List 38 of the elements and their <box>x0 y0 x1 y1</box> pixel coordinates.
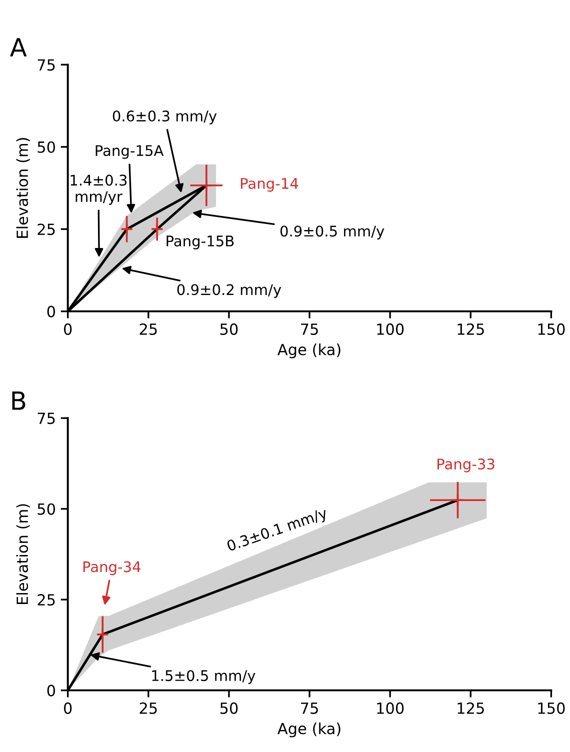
x-tick-label: 25 <box>140 323 157 335</box>
annotation: Pang-33 <box>438 458 494 472</box>
annotation: Pang-15B <box>166 236 234 250</box>
annotation: 1.5±0.5 mm/y <box>152 670 256 684</box>
x-tick-label: 150 <box>538 323 565 335</box>
x-tick-label: 50 <box>220 702 238 714</box>
y-tick-label: 75 <box>38 59 55 71</box>
x-tick-label: 75 <box>301 324 318 335</box>
y-tick-label: 75 <box>38 412 55 424</box>
x-tick-label: 75 <box>301 702 318 714</box>
x-tick-label: 0 <box>64 702 72 714</box>
x-tick-label: 125 <box>458 323 484 335</box>
y-tick-label: 0 <box>47 306 56 318</box>
chart-title: A <box>10 38 27 56</box>
annotation: 0.9±0.5 mm/y <box>280 226 384 240</box>
y-axis-title: Elevation (m) <box>16 504 30 604</box>
annotation: 0.6±0.3 mm/y <box>112 110 217 124</box>
x-tick-label: 100 <box>377 323 404 335</box>
x-tick-label: 150 <box>538 702 565 714</box>
annotation: Pang-34 <box>83 561 141 576</box>
annotation: 1.4±0.3 mm/yr <box>70 174 127 205</box>
x-tick-label: 125 <box>458 702 484 714</box>
annotation: Pang-14 <box>240 178 298 192</box>
x-tick-label: 100 <box>377 702 404 714</box>
x-tick-label: 25 <box>140 702 157 714</box>
y-tick-label: 50 <box>38 503 56 515</box>
x-axis-title: Age (ka) <box>277 722 340 738</box>
x-tick-label: 0 <box>64 323 72 335</box>
y-tick-label: 0 <box>47 684 56 696</box>
annotation: 0.9±0.2 mm/y <box>177 284 282 298</box>
x-axis-title: Age (ka) <box>277 343 340 358</box>
y-tick-label: 25 <box>38 594 55 606</box>
chart-title: B <box>12 392 26 410</box>
annotation: Pang-15A <box>96 145 164 159</box>
y-tick-label: 25 <box>38 224 55 236</box>
y-axis-title: Elevation (m) <box>16 138 30 238</box>
x-tick-label: 50 <box>220 323 238 335</box>
y-tick-label: 50 <box>38 141 56 153</box>
